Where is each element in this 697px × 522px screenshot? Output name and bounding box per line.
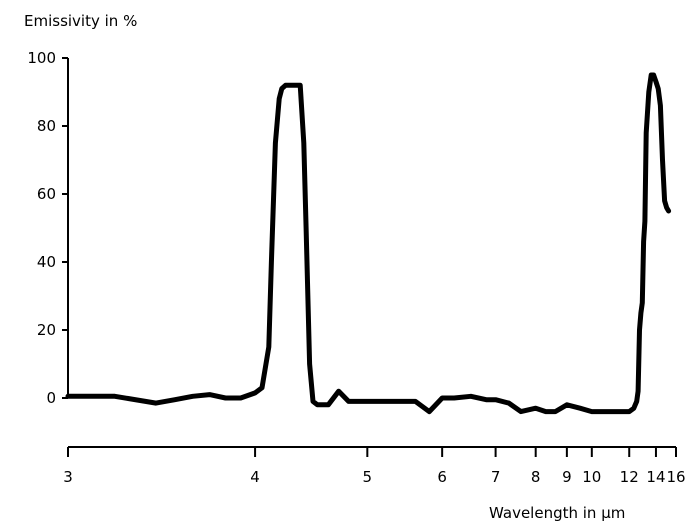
x-tick-label: 7 xyxy=(491,468,501,486)
x-tick-label: 12 xyxy=(620,468,639,486)
y-tick-label: 80 xyxy=(37,117,56,135)
emissivity-series-line xyxy=(65,72,672,415)
y-tick-label: 100 xyxy=(27,49,56,67)
y-tick-label: 40 xyxy=(37,253,56,271)
x-axis-ticks: 3 4 5 6 7 8 9 10 12 14 16 xyxy=(63,447,686,486)
y-tick-label: 60 xyxy=(37,185,56,203)
y-tick-label: 0 xyxy=(46,389,56,407)
y-axis-label: Emissivity in % xyxy=(24,12,137,30)
x-tick-label: 16 xyxy=(666,468,685,486)
x-axis-label: Wavelength in µm xyxy=(489,504,625,522)
x-tick-label: 5 xyxy=(363,468,373,486)
x-tick-label: 10 xyxy=(582,468,601,486)
x-tick-label: 3 xyxy=(63,468,73,486)
x-tick-label: 8 xyxy=(531,468,541,486)
y-axis-ticks: 0 20 40 60 80 100 xyxy=(27,49,68,407)
x-tick-label: 14 xyxy=(646,468,665,486)
x-tick-label: 6 xyxy=(437,468,447,486)
x-tick-label: 4 xyxy=(250,468,260,486)
x-tick-label: 9 xyxy=(562,468,572,486)
y-tick-label: 20 xyxy=(37,321,56,339)
